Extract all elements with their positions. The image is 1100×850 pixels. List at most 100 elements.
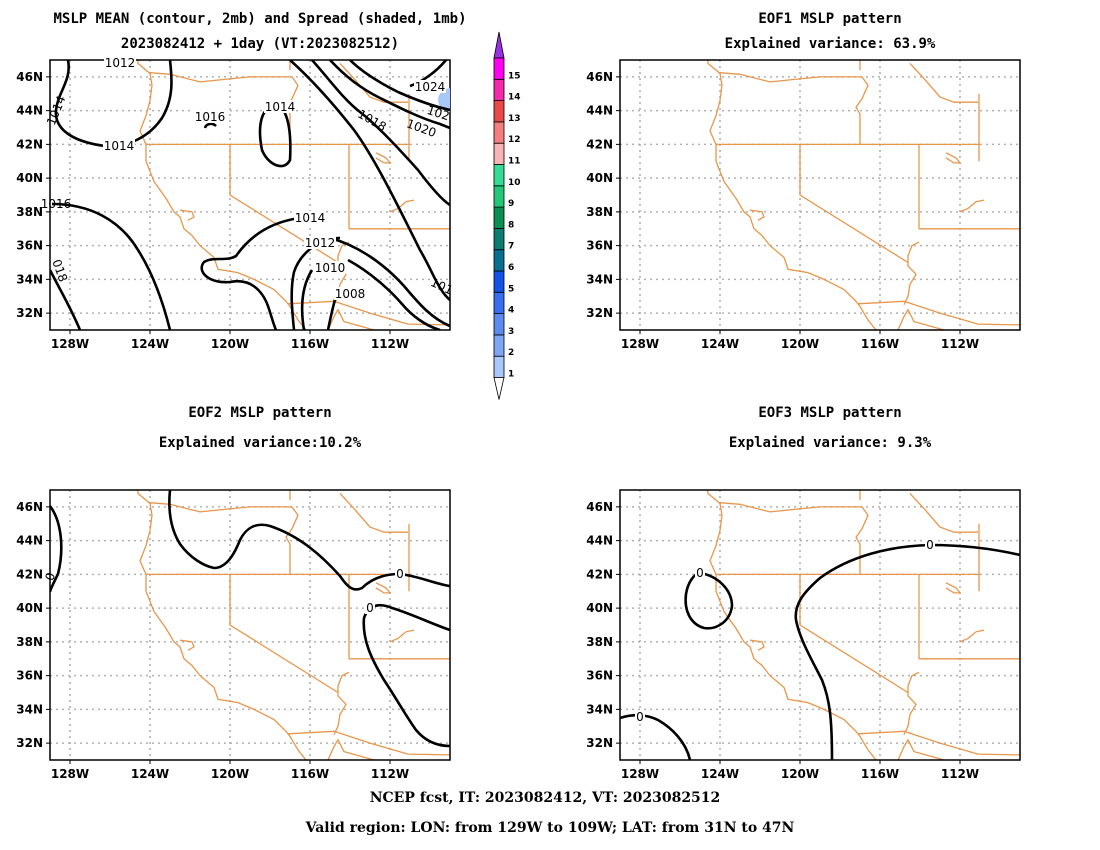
gridlines [50, 490, 450, 760]
lon-tick-label: 116W [861, 767, 899, 781]
contour-label: 0 [42, 571, 58, 583]
lon-tick-label: 128W [51, 767, 89, 781]
contour-label: 1014 [265, 100, 296, 114]
ca-nv-border [799, 144, 909, 264]
bay-inlet [749, 209, 765, 221]
us-mexico-border [857, 300, 1020, 326]
bay-inlet [179, 209, 195, 221]
lat-tick-label: 40N [16, 601, 43, 615]
lat-tick-label: 36N [16, 669, 43, 683]
colorbar-segment [493, 206, 505, 229]
lat-tick-label: 38N [586, 205, 613, 219]
contour-zero-large [794, 543, 1020, 760]
lon-tick-label: 120W [211, 767, 249, 781]
lat-tick-label: 38N [586, 635, 613, 649]
coastline [137, 490, 307, 760]
colorbar-tick-label: 10 [508, 178, 521, 188]
utah-lake [959, 199, 985, 213]
gridlines [620, 490, 1020, 760]
colorbar-tick-label: 12 [508, 135, 521, 145]
map-border [619, 489, 1021, 761]
contour-1020 [329, 60, 450, 130]
lon-tick-label: 116W [291, 767, 329, 781]
lat-tick-label: 42N [16, 567, 43, 581]
great-salt-lake [375, 152, 392, 164]
colorbar-segment [493, 57, 505, 80]
lat-tick-label: 36N [586, 239, 613, 253]
lat-tick-label: 40N [16, 171, 43, 185]
contour-1018-sw [50, 269, 82, 330]
lat-tick-label: 42N [16, 137, 43, 151]
colorbar-tick-label: 1 [508, 370, 514, 380]
bay-inlet [749, 639, 765, 651]
eof3-contour-labels: 0 0 0 [635, 538, 935, 724]
lat-tick-label: 38N [16, 635, 43, 649]
footer-valid-region: Valid region: LON: from 129W to 109W; LA… [305, 820, 795, 836]
contour-zero-east [362, 604, 450, 748]
colorbar-tick-label: 8 [508, 220, 514, 230]
contour-zero-loop [684, 571, 734, 630]
eof1-panel: EOF1 MSLP pattern Explained variance: 63… [586, 11, 1021, 351]
lat-tick-label: 40N [586, 601, 613, 615]
wa-or-columbia [149, 72, 292, 83]
panel-title-line2: Explained variance:10.2% [159, 435, 362, 451]
bay-inlet [179, 639, 195, 651]
great-salt-lake [945, 582, 962, 594]
panel-title-line1: MSLP MEAN (contour, 2mb) and Spread (sha… [53, 11, 466, 27]
map-frame: 128W 124W 120W 116W 112W 46N 44N 42N 40N 38N 36N 34… [16, 489, 451, 781]
great-salt-lake [945, 152, 962, 164]
map-border [619, 59, 1021, 331]
gridlines [620, 60, 1020, 330]
id-mt-border [909, 492, 978, 533]
map-frame: 128W 124W 120W 116W 112W 46N 44N 42N 40N 38N 36N 34… [586, 489, 1021, 781]
colorbar-tick-label: 3 [508, 327, 514, 337]
mslp-contours [50, 60, 450, 330]
eof3-contours [620, 543, 1020, 760]
spread-shading [438, 88, 450, 112]
contour-1014-south [200, 216, 301, 330]
lat-tick-label: 46N [586, 70, 613, 84]
co-river [333, 671, 350, 735]
contour-1012-east [347, 258, 441, 330]
lon-tick-label: 124W [131, 337, 169, 351]
lon-tick-label: 112W [371, 337, 409, 351]
wa-or-columbia [719, 72, 862, 83]
map-border [49, 59, 451, 331]
or-id-border [855, 506, 869, 575]
lat-tick-label: 44N [586, 534, 613, 548]
lat-tick-label: 46N [16, 70, 43, 84]
lat-tick-label: 34N [586, 272, 613, 286]
contour-label: 1008 [335, 287, 366, 301]
lat-tick-label: 42N [586, 137, 613, 151]
colorbar-segment [493, 355, 505, 378]
panel-title-line1: EOF3 MSLP pattern [758, 405, 901, 421]
colorbar-tick-label: 9 [508, 199, 514, 209]
contour-zero-sw [620, 713, 692, 760]
lat-tick-label: 46N [586, 500, 613, 514]
lat-tick-label: 44N [586, 104, 613, 118]
baja-gulf-coast [327, 308, 375, 330]
lat-tick-label: 32N [16, 736, 43, 750]
contour-label: 1018 [355, 107, 388, 134]
geographic-borders [707, 60, 1020, 330]
contour-label: 0 [636, 710, 644, 724]
contour-zero-west [50, 505, 63, 593]
geographic-borders [707, 490, 1020, 760]
lat-tick-label: 32N [16, 306, 43, 320]
wa-or-columbia [149, 502, 292, 513]
colorbar-segment [493, 227, 505, 251]
contour-1010-east [329, 236, 450, 328]
lon-tick-label: 116W [291, 337, 329, 351]
contour-label: 018 [49, 257, 70, 283]
lat-tick-label: 40N [586, 171, 613, 185]
contour-label: 0 [926, 538, 934, 552]
wa-or-columbia [719, 502, 862, 513]
lat-tick-label: 44N [16, 534, 43, 548]
colorbar-segment [493, 334, 505, 357]
lat-tick-label: 34N [586, 702, 613, 716]
map-frame: 128W 124W 120W 116W 112W 46N 44N 42N 40N 38N 36N 34… [16, 59, 451, 351]
lat-tick-label: 42N [586, 567, 613, 581]
panel-title-line2: Explained variance: 63.9% [725, 36, 936, 52]
coastline [707, 60, 877, 330]
colorbar-tick-label: 13 [508, 114, 521, 124]
